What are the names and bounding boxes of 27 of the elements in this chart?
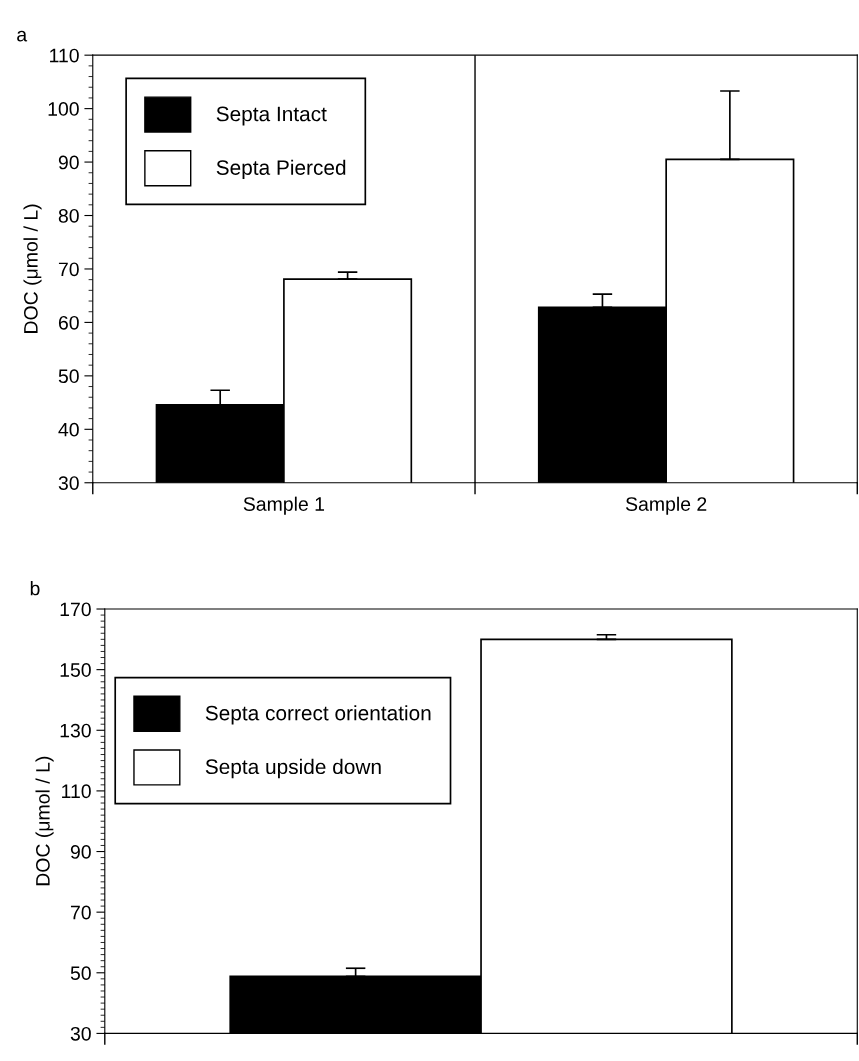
y-tick-label: 30 [58,476,79,490]
x-tick-label: Sample 2 [625,496,707,515]
y-tick-label: 90 [70,845,91,859]
y-tick-label: 70 [70,905,91,920]
y-tick-label: 170 [60,602,91,617]
legend-label: Septa Pierced [216,159,346,180]
y-tick-label: 110 [50,48,79,63]
y-tick-label: 100 [48,102,79,116]
y-tick-label: 110 [62,784,91,799]
x-tick-label: Sample 1 [243,496,325,515]
y-tick-label: 90 [58,155,79,170]
legend-label: Septa correct orientation [205,705,431,725]
y-tick-label: 50 [58,369,79,384]
chart-title: b [30,581,40,596]
y-axis-title: DOC (μmol / L) [23,204,42,333]
y-tick-label: 70 [58,262,79,277]
y-tick-label: 30 [70,1026,91,1041]
chart-title: a [17,30,28,42]
y-tick-label: 150 [60,663,91,677]
y-tick-label: 50 [70,966,91,981]
y-tick-label: 80 [58,208,79,223]
y-axis-title: DOC (μmol / L) [35,756,54,886]
y-tick-label: 130 [60,723,91,738]
legend-label: Septa Intact [216,106,327,126]
y-tick-label: 40 [58,422,79,437]
y-tick-label: 60 [58,315,79,330]
legend-label: Septa upside down [205,758,381,779]
